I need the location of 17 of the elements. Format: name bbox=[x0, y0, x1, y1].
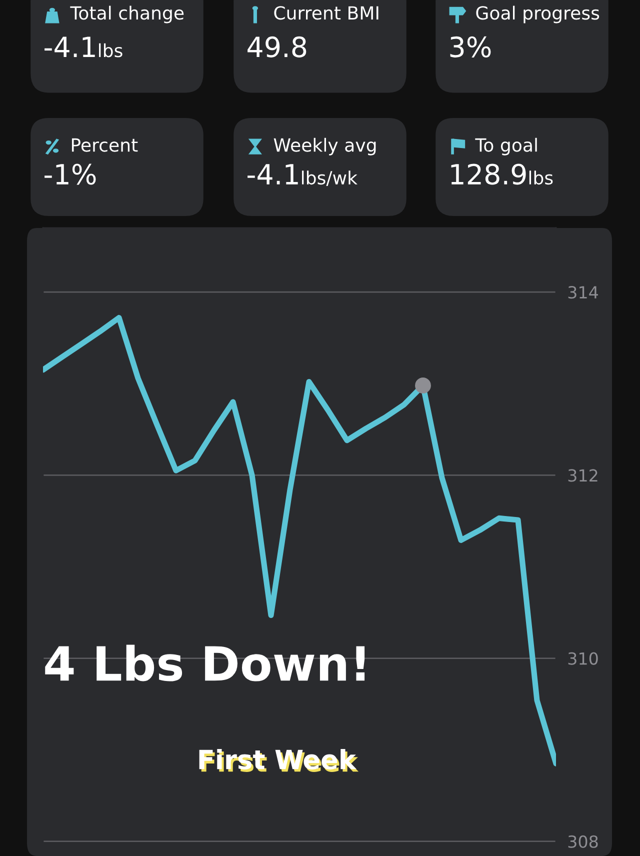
text: 49.8 bbox=[248, 36, 306, 58]
text: Goal progress bbox=[476, 6, 600, 24]
text: Weekly avg bbox=[274, 138, 376, 156]
text: 3% bbox=[450, 36, 491, 58]
y-tick-label: 312 bbox=[568, 469, 598, 482]
annotation: First Week bbox=[201, 752, 359, 772]
text: 128.9lbs bbox=[451, 164, 553, 185]
text: -1% bbox=[44, 164, 96, 185]
y-tick-label: 308 bbox=[568, 835, 598, 848]
text: To goal bbox=[475, 138, 537, 156]
text: Current BMI bbox=[274, 6, 378, 20]
y-tick-label: 314 bbox=[568, 286, 598, 299]
text: -4.1lbs bbox=[44, 36, 122, 58]
annotation: 4 Lbs Down! bbox=[45, 644, 365, 682]
text: Percent bbox=[72, 138, 138, 152]
y-tick-label: 310 bbox=[568, 652, 598, 665]
text: Total change bbox=[70, 6, 184, 24]
